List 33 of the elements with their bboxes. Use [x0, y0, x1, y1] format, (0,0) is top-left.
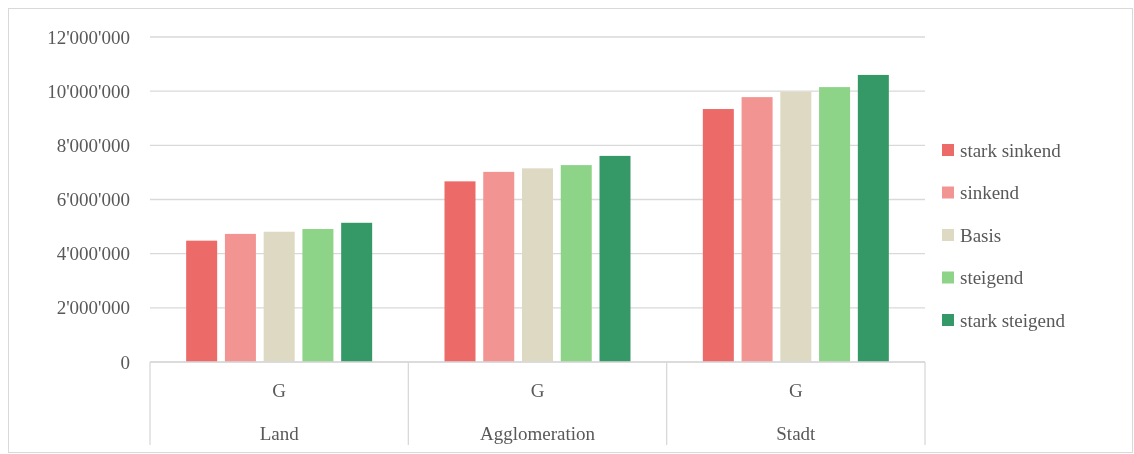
- bar: [819, 87, 851, 362]
- bar: [741, 97, 773, 362]
- bar: [186, 240, 218, 362]
- y-tick-label: 8'000'000: [56, 134, 130, 156]
- text: Agglomeration: [479, 422, 596, 444]
- legend-label: steigend: [960, 267, 1024, 289]
- bar: [483, 171, 515, 362]
- bar: [224, 233, 256, 362]
- legend-label: Basis: [960, 224, 1002, 246]
- x-tick-label: G: [272, 379, 287, 401]
- bar: [263, 231, 295, 362]
- y-tick-label: 0: [120, 351, 130, 373]
- text: Land: [259, 422, 300, 444]
- y-tick-label: 2'000'000: [56, 297, 130, 319]
- x-tick-label: G: [788, 379, 803, 401]
- y-tick-label: 4'000'000: [56, 243, 130, 265]
- bar: [522, 168, 553, 362]
- y-tick-label: 10'000'000: [47, 80, 130, 102]
- bar: [341, 222, 373, 362]
- bar: [599, 155, 631, 362]
- bar: [444, 181, 476, 362]
- y-tick-label: 6'000'000: [56, 189, 130, 211]
- bar: [302, 229, 334, 362]
- legend-label: stark sinkend: [960, 139, 1062, 161]
- text: Stadt: [776, 422, 817, 444]
- x-tick-label: G: [530, 379, 545, 401]
- bar: [560, 165, 592, 362]
- y-tick-label: 12'000'000: [47, 26, 130, 48]
- bar: [702, 109, 734, 362]
- legend-label: sinkend: [960, 182, 1020, 204]
- bar: [857, 74, 889, 362]
- legend-label: stark steigend: [960, 309, 1066, 331]
- bar: [780, 91, 812, 362]
